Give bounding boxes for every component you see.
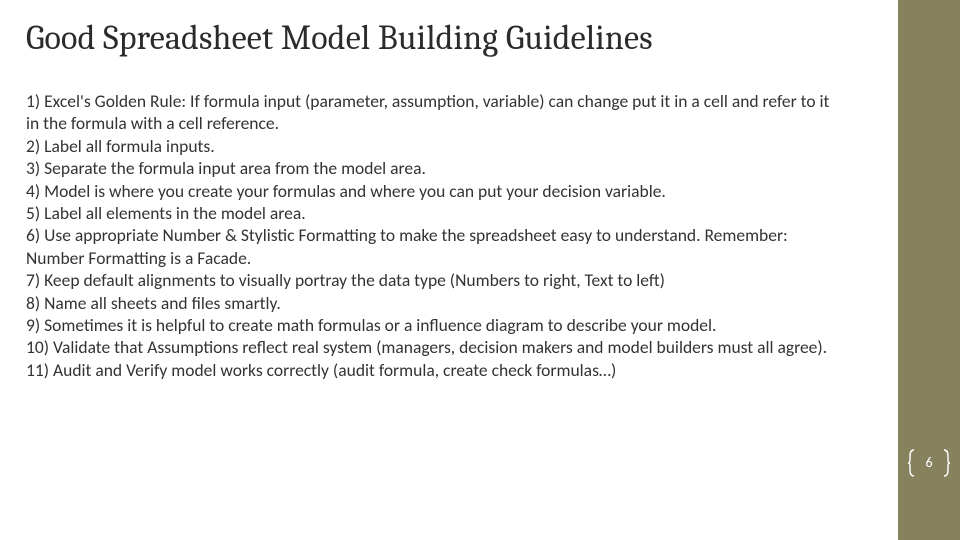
guideline-item: 8) Name all sheets and files smartly. <box>26 292 836 314</box>
guideline-item: 7) Keep default alignments to visually p… <box>26 269 836 291</box>
page-number: 6 <box>912 448 946 478</box>
guideline-item: 1) Excel's Golden Rule: If formula input… <box>26 90 836 135</box>
guideline-item: 6) Use appropriate Number & Stylistic Fo… <box>26 224 836 269</box>
slide-body: 1) Excel's Golden Rule: If formula input… <box>26 90 836 381</box>
right-bracket-icon <box>942 448 950 478</box>
guideline-item: 5) Label all elements in the model area. <box>26 202 836 224</box>
guideline-item: 11) Audit and Verify model works correct… <box>26 359 836 381</box>
page-number-badge: 6 <box>912 448 946 478</box>
guideline-item: 2) Label all formula inputs. <box>26 135 836 157</box>
guideline-item: 10) Validate that Assumptions reflect re… <box>26 336 836 358</box>
guideline-item: 3) Separate the formula input area from … <box>26 157 836 179</box>
slide-title: Good Spreadsheet Model Building Guidelin… <box>26 18 653 58</box>
slide: Good Spreadsheet Model Building Guidelin… <box>0 0 960 540</box>
guideline-item: 4) Model is where you create your formul… <box>26 180 836 202</box>
guideline-item: 9) Sometimes it is helpful to create mat… <box>26 314 836 336</box>
